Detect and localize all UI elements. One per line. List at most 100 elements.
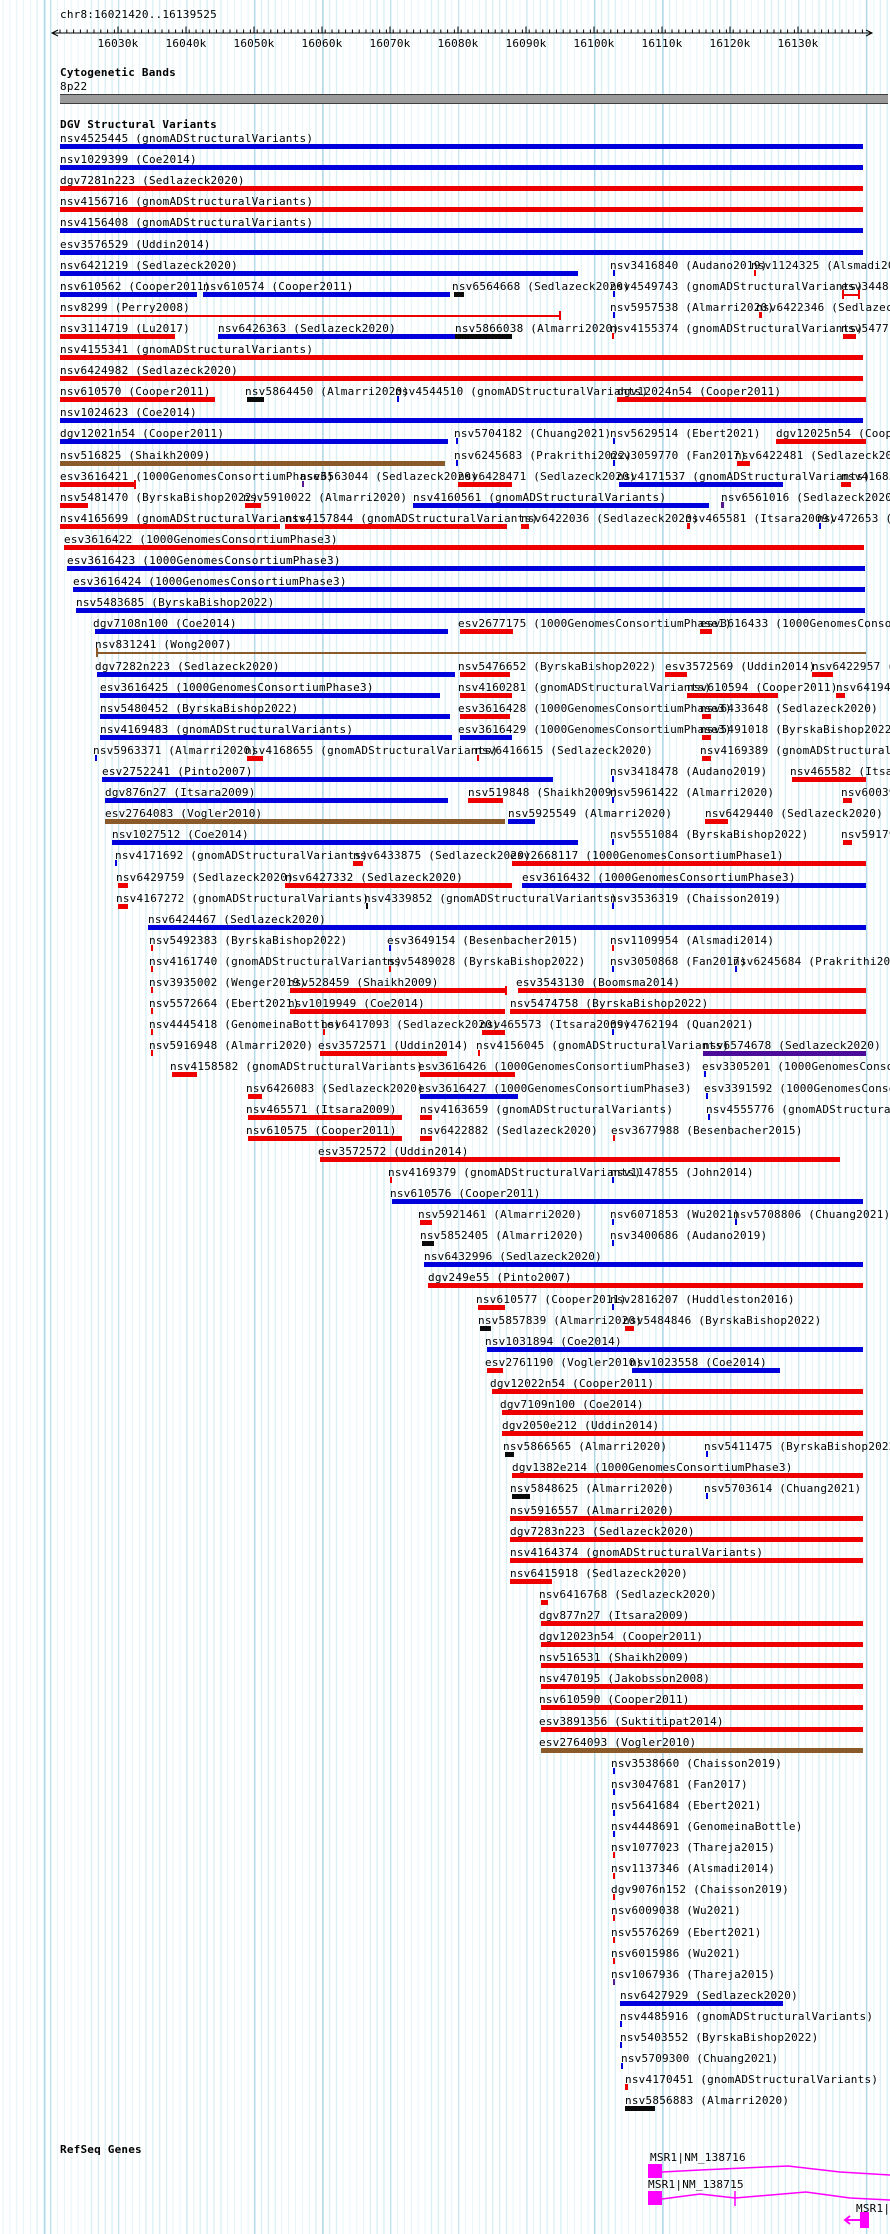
variant-marker-tick[interactable] [612, 944, 614, 951]
variant-label[interactable]: nsv1077023 (Thareja2015) [611, 1841, 776, 1855]
variant-marker-bar[interactable] [482, 1030, 505, 1036]
variant-label[interactable]: nsv5551084 (ByrskaBishop2022) [610, 828, 809, 842]
variant-marker-tick[interactable] [613, 1978, 615, 1985]
variant-label[interactable]: nsv6417093 (Sedlazeck2020) [321, 1018, 499, 1032]
variant-label[interactable]: esv3572572 (Uddin2014) [318, 1144, 469, 1158]
variant-label[interactable]: nsv5411475 (ByrskaBishop2022) [704, 1440, 890, 1454]
variant-marker-bar[interactable] [60, 523, 280, 529]
variant-label[interactable]: nsv4165699 (gnomADStructuralVariants) [60, 511, 314, 525]
variant-marker-bar[interactable] [510, 1557, 863, 1563]
variant-marker-bar[interactable] [60, 291, 197, 297]
variant-marker-bar[interactable] [245, 502, 261, 508]
variant-label[interactable]: nsv5489028 (ByrskaBishop2022) [387, 954, 586, 968]
variant-label[interactable]: dgv7281n223 (Sedlazeck2020) [60, 174, 245, 188]
variant-marker-tick[interactable] [151, 1029, 153, 1036]
variant-label[interactable]: nsv4160281 (gnomADStructuralVariants) [458, 680, 712, 694]
variant-marker-bar[interactable] [625, 2106, 655, 2112]
gene-label[interactable]: MSR1|NM_138716 [650, 2151, 746, 2164]
variant-label[interactable]: nsv5484846 (ByrskaBishop2022) [623, 1313, 822, 1327]
variant-label[interactable]: nsv5925549 (Almarri2020) [508, 807, 673, 821]
variant-label[interactable]: nsv610590 (Cooper2011) [539, 1693, 690, 1707]
variant-marker-tick[interactable] [151, 1050, 153, 1057]
variant-label[interactable]: nsv1067936 (Thareja2015) [611, 1967, 776, 1981]
variant-label[interactable]: dgv12023n54 (Cooper2011) [539, 1630, 704, 1644]
variant-label[interactable]: dgv9076n152 (Chaisson2019) [611, 1883, 789, 1897]
variant-marker-bar[interactable] [512, 1494, 530, 1500]
variant-label[interactable]: nsv516825 (Shaikh2009) [60, 448, 211, 462]
variant-label[interactable]: esv3649154 (Besenbacher2015) [387, 933, 579, 947]
variant-label[interactable]: esv3616427 (1000GenomesConsortiumPhase3) [418, 1081, 692, 1095]
variant-marker-bar[interactable] [60, 376, 863, 382]
variant-marker-bar[interactable] [60, 439, 448, 445]
variant-label[interactable]: nsv5491018 (ByrskaBishop2022) [700, 722, 890, 736]
variant-label[interactable]: esv3572571 (Uddin2014) [318, 1039, 469, 1053]
variant-marker-bar[interactable] [100, 734, 452, 740]
variant-marker-bar[interactable] [60, 481, 135, 487]
variant-label[interactable]: nsv3400686 (Audano2019) [610, 1229, 768, 1243]
variant-label[interactable]: nsv3416840 (Audano2019) [610, 258, 768, 272]
variant-label[interactable]: dgv876n27 (Itsara2009) [105, 786, 256, 800]
variant-marker-bar[interactable] [60, 333, 175, 339]
variant-marker-bar[interactable] [290, 1009, 505, 1015]
variant-label[interactable]: esv3891356 (Suktitipat2014) [539, 1714, 724, 1728]
variant-marker-tick[interactable] [612, 332, 614, 339]
variant-marker-bar[interactable] [64, 544, 864, 550]
variant-marker-tick[interactable] [478, 1050, 480, 1057]
variant-label[interactable]: nsv4156408 (gnomADStructuralVariants) [60, 216, 314, 230]
variant-marker-bar[interactable] [510, 1578, 552, 1584]
variant-label[interactable]: nsv6424467 (Sedlazeck2020) [148, 912, 326, 926]
variant-label[interactable]: dgv12025n54 (Cooper [776, 427, 890, 441]
variant-label[interactable]: nsv2816207 (Huddleston2016) [610, 1292, 795, 1306]
variant-marker-bar[interactable] [619, 481, 783, 487]
variant-marker-tick[interactable] [612, 1303, 614, 1310]
variant-label[interactable]: nsv5961422 (Almarri2020) [610, 786, 775, 800]
variant-label[interactable]: nsv4544510 (gnomADStructuralVariants) [395, 385, 649, 399]
variant-marker-tick[interactable] [613, 290, 615, 297]
variant-marker-line[interactable] [97, 652, 866, 655]
variant-label[interactable]: nsv6424982 (Sedlazeck2020) [60, 364, 238, 378]
variant-marker-bar[interactable] [424, 1262, 863, 1268]
variant-marker-bar[interactable] [60, 228, 863, 234]
variant-label[interactable]: nsv6429759 (Sedlazeck2020) [116, 870, 294, 884]
variant-marker-tick[interactable] [612, 1240, 614, 1247]
variant-marker-bar[interactable] [105, 819, 505, 825]
variant-label[interactable]: esv2764093 (Vogler2010) [539, 1735, 697, 1749]
variant-marker-tick[interactable] [366, 902, 368, 909]
variant-label[interactable]: dgv7283n223 (Sedlazeck2020) [510, 1524, 695, 1538]
variant-marker-tick[interactable] [708, 1113, 710, 1120]
variant-marker-bar[interactable] [420, 1220, 432, 1226]
variant-label[interactable]: dgv12021n54 (Cooper2011) [60, 427, 225, 441]
variant-label[interactable]: nsv6563044 (Sedlazeck2020) [300, 469, 478, 483]
variant-marker-bar[interactable] [700, 629, 712, 635]
variant-label[interactable]: esv2764083 (Vogler2010) [105, 807, 263, 821]
variant-marker-bar[interactable] [60, 165, 863, 171]
variant-label[interactable]: nsv4167272 (gnomADStructuralVariants) [116, 891, 370, 905]
variant-marker-bar[interactable] [836, 692, 845, 698]
variant-marker-bar[interactable] [95, 629, 448, 635]
variant-marker-bar[interactable] [60, 460, 445, 466]
variant-marker-bar[interactable] [508, 819, 535, 825]
variant-marker-bar[interactable] [247, 397, 264, 403]
variant-label[interactable]: nsv4762194 (Quan2021) [610, 1018, 754, 1032]
variant-marker-tick[interactable] [613, 1831, 615, 1837]
variant-label[interactable]: esv3576529 (Uddin2014) [60, 237, 211, 251]
variant-marker-bar[interactable] [353, 861, 363, 867]
variant-label[interactable]: nsv6429440 (Sedlazeck2020) [705, 807, 883, 821]
variant-label[interactable]: nsv6015986 (Wu2021) [611, 1946, 742, 1960]
variant-marker-bar[interactable] [60, 418, 863, 424]
gene-exon[interactable] [860, 2212, 869, 2228]
variant-marker-bar[interactable] [480, 1325, 491, 1331]
variant-label[interactable]: nsv3418478 (Audano2019) [610, 765, 768, 778]
variant-label[interactable]: nsv5481470 (ByrskaBishop2022) [60, 490, 259, 504]
variant-marker-bar[interactable] [67, 566, 865, 571]
variant-label[interactable]: nsv6416768 (Sedlazeck2020) [539, 1587, 717, 1601]
variant-marker-bar[interactable] [702, 734, 711, 740]
variant-marker-bar[interactable] [792, 777, 866, 782]
variant-label[interactable]: nsv5576269 (Ebert2021) [611, 1925, 762, 1939]
variant-label[interactable]: nsv5483685 (ByrskaBishop2022) [76, 596, 275, 610]
variant-marker-bar[interactable] [60, 502, 88, 508]
variant-label[interactable]: nsv5848625 (Almarri2020) [510, 1482, 675, 1496]
variant-label[interactable]: nsv4169379 (gnomADStructuralVariants) [388, 1165, 642, 1179]
variant-label[interactable]: nsv6426363 (Sedlazeck2020) [218, 321, 396, 335]
variant-marker-tick[interactable] [613, 1134, 615, 1141]
